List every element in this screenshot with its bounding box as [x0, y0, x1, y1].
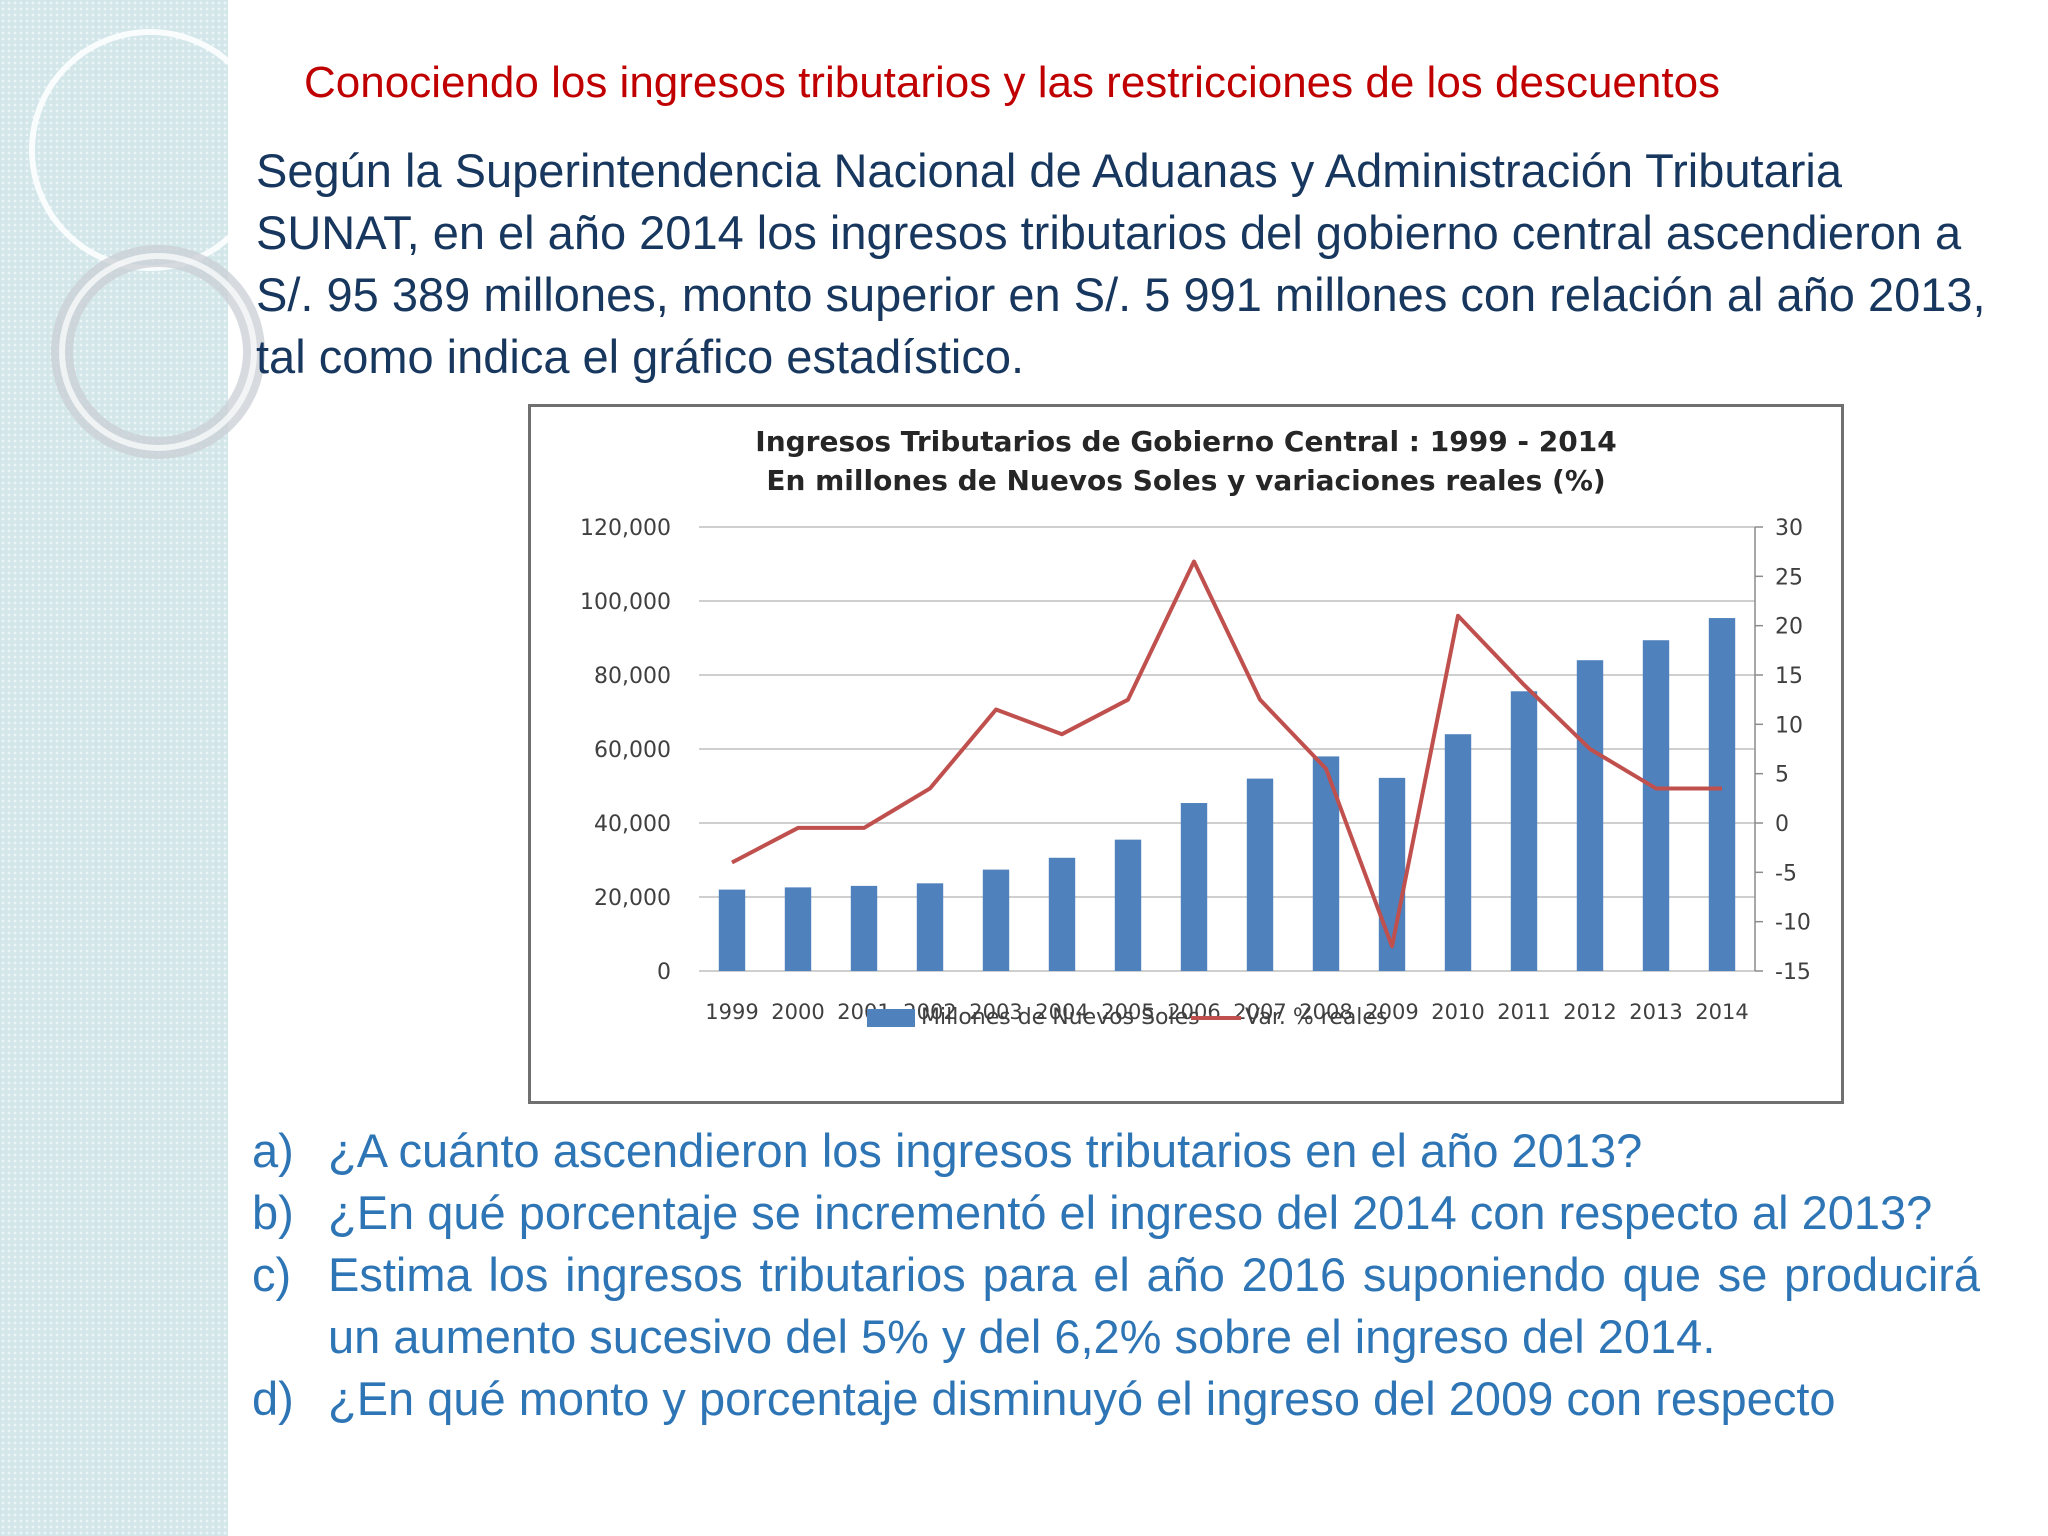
chart-frame: 0 20,000 40,000 60,000 80,000 100,000 120,000 -… — [528, 404, 1844, 1104]
x-tick-label: 2005 — [1101, 1000, 1154, 1024]
y-left-tick-label: 60,000 — [594, 738, 671, 763]
y-right-tick-label: 10 — [1775, 713, 1803, 738]
bar — [1708, 618, 1736, 971]
slide-title: Conociendo los ingresos tributarios y la… — [304, 58, 1721, 107]
legend-line-label: Var. % reales — [1245, 1005, 1387, 1030]
y-right-tick-label: 25 — [1775, 565, 1803, 590]
x-tick-label: 2012 — [1563, 1000, 1616, 1024]
x-tick-label: 2004 — [1035, 1000, 1088, 1024]
chart-svg: 0 20,000 40,000 60,000 80,000 100,000 120,000 -… — [580, 425, 1811, 1030]
y-right-tick-label: 20 — [1775, 615, 1803, 640]
y-left-tick-label: 120,000 — [580, 516, 671, 541]
x-tick-label: 2011 — [1497, 1000, 1550, 1024]
x-tick-label: 2013 — [1629, 1000, 1682, 1024]
bar — [850, 885, 878, 971]
y-right-tick-label: -15 — [1775, 960, 1811, 985]
y-left-tick-label: 40,000 — [594, 812, 671, 837]
question-a: a) ¿A cuánto ascendieron los ingresos tri… — [252, 1120, 1980, 1182]
y-left-tick-label: 100,000 — [580, 590, 671, 615]
x-tick-label: 1999 — [705, 1000, 758, 1024]
medium-ring-highlight — [59, 253, 257, 451]
bar — [1510, 691, 1538, 971]
x-tick-label: 2014 — [1695, 1000, 1748, 1024]
x-tick-label: 2010 — [1431, 1000, 1484, 1024]
question-letter: a) — [252, 1124, 294, 1177]
line-layer — [731, 559, 1722, 949]
legend-bar-swatch — [867, 1009, 915, 1027]
bar — [784, 887, 812, 971]
question-text: ¿A cuánto ascendieron los ingresos tribu… — [328, 1124, 1643, 1177]
y-right-tick-label: 5 — [1775, 763, 1789, 788]
questions-list: a) ¿A cuánto ascendieron los ingresos tri… — [252, 1120, 1980, 1430]
question-d: d) ¿En qué monto y porcentaje disminuyó e… — [252, 1368, 1980, 1430]
y-right-tick-label: -5 — [1775, 861, 1797, 886]
bar — [718, 889, 746, 971]
axis-layer: 0 20,000 40,000 60,000 80,000 100,000 120,000 -… — [580, 516, 1811, 1024]
x-tick-label: 2008 — [1299, 1000, 1352, 1024]
bar — [1246, 778, 1274, 971]
y-right-tick-label: 30 — [1775, 516, 1803, 541]
intro-paragraph: Según la Superintendencia Nacional de Ad… — [256, 144, 1986, 383]
y-left-tick-label: 80,000 — [594, 664, 671, 689]
question-letter: d) — [252, 1372, 294, 1425]
bar — [916, 883, 944, 971]
question-b: b) ¿En qué porcentaje se incrementó el in… — [252, 1182, 1980, 1244]
chart-subtitle: En millones de Nuevos Soles y variacione… — [766, 464, 1605, 497]
question-c: c) Estima los ingresos tributarios para e… — [252, 1244, 1980, 1368]
y-left-tick-label: 0 — [657, 960, 671, 985]
question-text: ¿En qué monto y porcentaje disminuyó el … — [328, 1372, 1836, 1425]
bar — [982, 869, 1010, 971]
question-text: ¿En qué porcentaje se incrementó el ingr… — [328, 1186, 1933, 1239]
question-letter: b) — [252, 1186, 294, 1239]
question-letter: c) — [252, 1248, 292, 1301]
bar — [1576, 660, 1604, 971]
y-right-tick-label: 15 — [1775, 664, 1803, 689]
bar — [1114, 839, 1142, 971]
question-text: Estima los ingresos tributarios para el … — [328, 1248, 1980, 1363]
y-right-tick-label: 0 — [1775, 812, 1789, 837]
x-tick-label: 2009 — [1365, 1000, 1418, 1024]
var-real-line — [731, 559, 1722, 949]
bar — [1048, 857, 1076, 971]
bar — [1180, 803, 1208, 971]
x-tick-label: 2000 — [771, 1000, 824, 1024]
bar — [1642, 640, 1670, 971]
bar-layer — [718, 618, 1736, 971]
large-ring — [29, 29, 271, 271]
legend-bar-label: Millones de Nuevos Soles — [921, 1005, 1200, 1030]
x-tick-label: 2007 — [1233, 1000, 1286, 1024]
y-right-tick-label: -10 — [1775, 911, 1811, 936]
chart-legend: Millones de Nuevos Soles Var. % reales — [867, 1005, 1387, 1030]
bar — [1444, 734, 1472, 971]
x-tick-label: 2003 — [969, 1000, 1022, 1024]
y-left-tick-label: 20,000 — [594, 886, 671, 911]
chart-title: Ingresos Tributarios de Gobierno Central… — [755, 425, 1616, 458]
decorative-rings — [29, 29, 271, 459]
